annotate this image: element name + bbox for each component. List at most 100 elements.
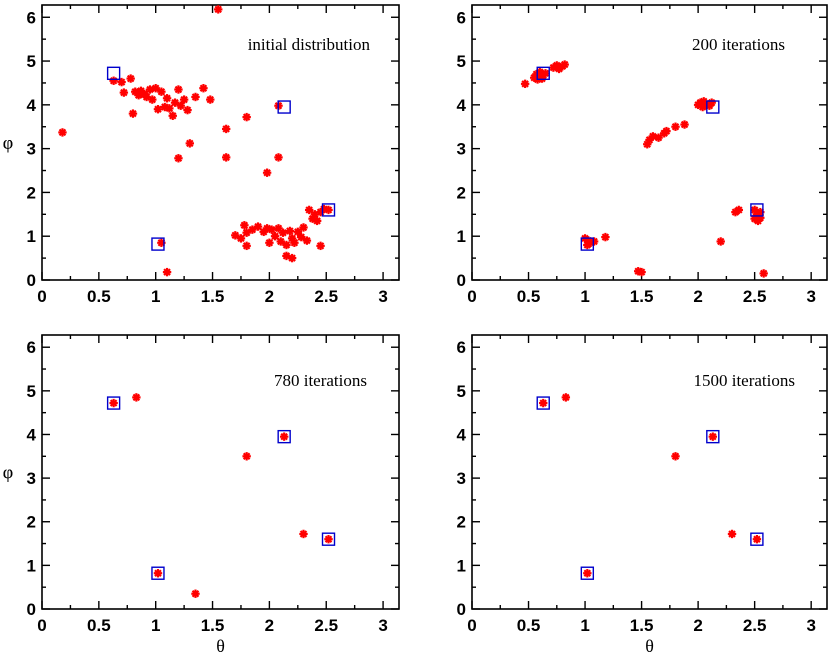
reference-marker bbox=[277, 429, 291, 444]
x-tick-label: 2.5 bbox=[743, 616, 767, 635]
x-tick-label: 2 bbox=[693, 616, 702, 635]
particle-marker bbox=[561, 393, 571, 402]
particle-marker bbox=[654, 133, 663, 142]
x-tick-label: 0.5 bbox=[517, 616, 541, 635]
y-tick-label: 4 bbox=[457, 96, 467, 115]
particle-marker bbox=[174, 154, 183, 163]
reference-marker bbox=[580, 237, 595, 251]
particle-marker bbox=[520, 79, 530, 89]
y-tick-label: 6 bbox=[457, 8, 466, 27]
y-tick-label: 2 bbox=[27, 183, 36, 202]
x-tick-label: 1.5 bbox=[201, 616, 225, 635]
particle-marker bbox=[637, 267, 646, 277]
particle-marker bbox=[278, 228, 288, 237]
particle-marker bbox=[601, 232, 610, 242]
y-tick-label: 0 bbox=[457, 600, 466, 619]
particle-marker bbox=[174, 85, 183, 94]
x-tick-label: 1.5 bbox=[630, 287, 654, 306]
panel-title: initial distribution bbox=[248, 35, 371, 54]
panel-4: 0 0.5 1 1.5 2 2.5 3 0 1 2 3 4 5 6 φ θ 1500 iterations bbox=[3, 334, 828, 654]
particle-marker bbox=[58, 128, 67, 137]
y-tick-label: 6 bbox=[27, 8, 36, 27]
particle-marker bbox=[236, 234, 246, 243]
y-tick-label: 5 bbox=[27, 52, 36, 71]
particle-marker bbox=[199, 84, 208, 93]
x-tick-label: 1 bbox=[580, 287, 589, 306]
y-tick-label: 5 bbox=[27, 382, 36, 401]
particle-marker bbox=[299, 529, 308, 539]
particle-marker bbox=[132, 393, 141, 402]
y-tick-label: 3 bbox=[457, 140, 466, 159]
particle-marker bbox=[324, 534, 333, 544]
y-tick-label: 3 bbox=[27, 140, 36, 159]
particle-marker bbox=[242, 452, 251, 461]
reference-marker bbox=[750, 203, 764, 217]
x-tick-label: 0 bbox=[37, 616, 46, 635]
x-tick-label: 3 bbox=[378, 616, 387, 635]
particle-marker bbox=[302, 236, 312, 245]
panel-2: 0 0.5 1 1.5 2 2.5 3 0 1 2 3 4 5 6 φ 200 iterations bbox=[3, 4, 828, 306]
panel-title: 1500 iterations bbox=[693, 371, 795, 390]
y-tick-label: 0 bbox=[27, 600, 36, 619]
particle-marker bbox=[221, 153, 231, 162]
particle-marker bbox=[242, 241, 251, 251]
particle-marker bbox=[162, 94, 172, 103]
panel-3: 0 0.5 1 1.5 2 2.5 3 0 1 2 3 4 5 6 φ θ 780 iterations bbox=[3, 334, 400, 654]
particle-marker bbox=[117, 77, 126, 87]
particle-marker bbox=[214, 5, 223, 14]
particle-marker bbox=[148, 95, 157, 104]
particle-marker bbox=[727, 529, 737, 539]
particle-marker bbox=[109, 76, 118, 85]
x-tick-label: 2.5 bbox=[314, 616, 338, 635]
plot-frame bbox=[471, 334, 828, 610]
y-tick-label: 5 bbox=[457, 382, 466, 401]
particle-marker bbox=[716, 237, 725, 246]
x-tick-label: 0 bbox=[37, 287, 46, 306]
x-tick-label: 1 bbox=[151, 616, 160, 635]
particle-marker bbox=[297, 232, 306, 242]
y-axis-title: φ bbox=[3, 133, 13, 153]
y-tick-label: 2 bbox=[457, 513, 466, 532]
reference-marker bbox=[706, 100, 720, 114]
reference-marker bbox=[106, 396, 121, 410]
y-tick-label: 4 bbox=[27, 425, 37, 444]
particle-marker bbox=[242, 112, 251, 122]
x-tick-label: 0 bbox=[467, 287, 476, 306]
particle-marker bbox=[165, 104, 174, 113]
x-tick-label: 2.5 bbox=[314, 287, 338, 306]
particle-marker bbox=[293, 227, 303, 237]
particle-marker bbox=[119, 88, 129, 97]
panel-title: 200 iterations bbox=[692, 35, 785, 54]
particle-marker bbox=[539, 398, 548, 408]
particle-marker bbox=[185, 139, 195, 148]
particle-marker bbox=[752, 534, 762, 544]
reference-marker bbox=[536, 396, 550, 410]
particle-marker bbox=[304, 205, 314, 215]
x-axis-title: θ bbox=[645, 636, 654, 654]
particle-marker bbox=[583, 569, 592, 578]
x-tick-label: 0 bbox=[467, 616, 476, 635]
x-tick-label: 0.5 bbox=[87, 616, 111, 635]
y-axis-title: φ bbox=[3, 462, 13, 482]
y-tick-label: 4 bbox=[457, 425, 467, 444]
reference-marker bbox=[536, 66, 550, 81]
particle-marker bbox=[708, 432, 718, 441]
y-axis-title: φ bbox=[3, 133, 13, 153]
particle-marker bbox=[299, 223, 308, 232]
panel-1: 0 0.5 1 1.5 2 2.5 3 0 1 2 3 4 5 6 φ initial distributio… bbox=[3, 4, 400, 306]
y-axis-title: φ bbox=[3, 462, 13, 482]
plot-frame bbox=[41, 4, 400, 281]
particle-marker bbox=[191, 92, 200, 102]
particle-marker bbox=[157, 87, 166, 96]
plot-frame bbox=[41, 334, 400, 610]
y-tick-label: 4 bbox=[27, 96, 37, 115]
x-tick-label: 3 bbox=[806, 287, 815, 306]
particle-marker bbox=[151, 84, 160, 93]
particle-marker bbox=[265, 238, 274, 247]
particle-marker bbox=[267, 225, 276, 234]
particle-marker bbox=[126, 74, 135, 83]
particle-marker bbox=[162, 267, 172, 277]
particle-marker bbox=[206, 95, 215, 104]
particle-marker bbox=[240, 221, 249, 230]
